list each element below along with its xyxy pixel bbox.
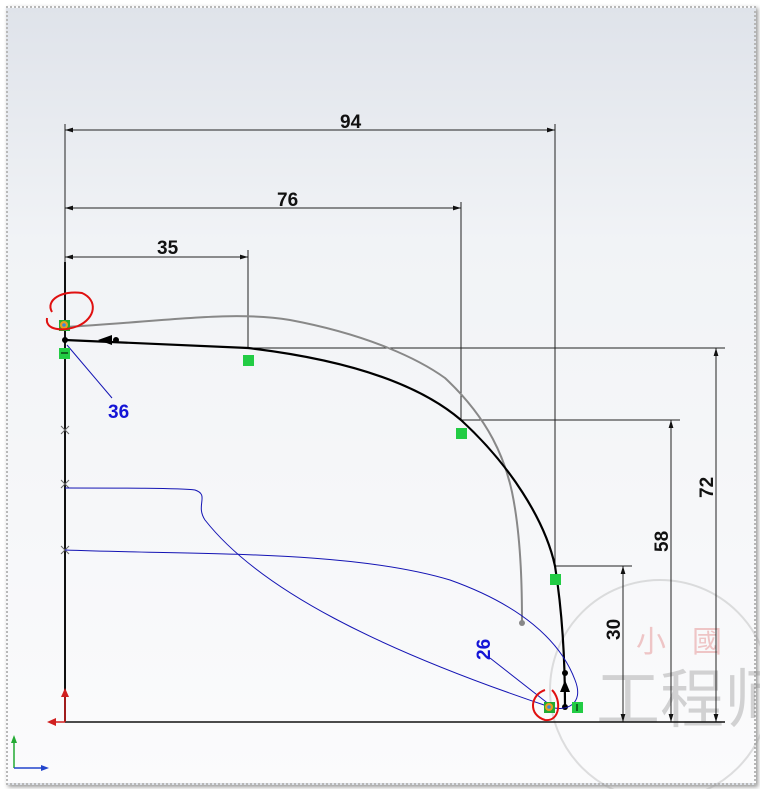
spline-label-26[interactable]: 26	[474, 639, 495, 660]
watermark-text: 工程师	[596, 664, 760, 738]
spline-endpoint[interactable]	[519, 620, 525, 626]
dimension-30[interactable]: 30	[604, 619, 625, 640]
dimension-58[interactable]: 58	[652, 531, 673, 552]
origin-icon	[47, 688, 69, 726]
dimension-72[interactable]: 72	[697, 477, 718, 498]
watermark: 小 國 工程师	[549, 579, 760, 789]
dimension-35[interactable]: 35	[157, 238, 179, 259]
watermark-seal-right: 國	[692, 625, 722, 660]
tangent-handle-end[interactable]	[113, 337, 119, 343]
blue-spline-lower[interactable]	[64, 549, 578, 709]
dimension-76[interactable]: 76	[277, 190, 298, 211]
construction-spline[interactable]	[64, 315, 523, 624]
relation-markers[interactable]	[59, 320, 583, 713]
sketch-canvas[interactable]	[6, 6, 756, 785]
extension-lines	[64, 124, 725, 567]
leader-26	[489, 657, 551, 706]
spline-label-36[interactable]: 36	[108, 402, 129, 423]
spline-start-point[interactable]	[62, 337, 68, 343]
watermark-seal-left: 小	[636, 625, 666, 660]
red-markup-circle	[532, 689, 560, 722]
point-relation-icon	[456, 428, 467, 439]
main-spline[interactable]	[64, 338, 567, 708]
tangent-handle-end[interactable]	[562, 670, 568, 676]
tangent-handle-icon[interactable]	[98, 335, 112, 345]
dimension-94[interactable]: 94	[340, 112, 362, 133]
leader-36	[66, 344, 113, 399]
tangent-handle-icon[interactable]	[560, 680, 570, 692]
coordinate-triad-icon	[11, 735, 49, 771]
point-relation-icon	[550, 574, 561, 585]
dimension-lines[interactable]	[65, 127, 719, 722]
point-relation-icon	[243, 355, 254, 366]
red-markup-circle	[45, 291, 94, 331]
blue-spline-upper[interactable]	[64, 487, 551, 708]
